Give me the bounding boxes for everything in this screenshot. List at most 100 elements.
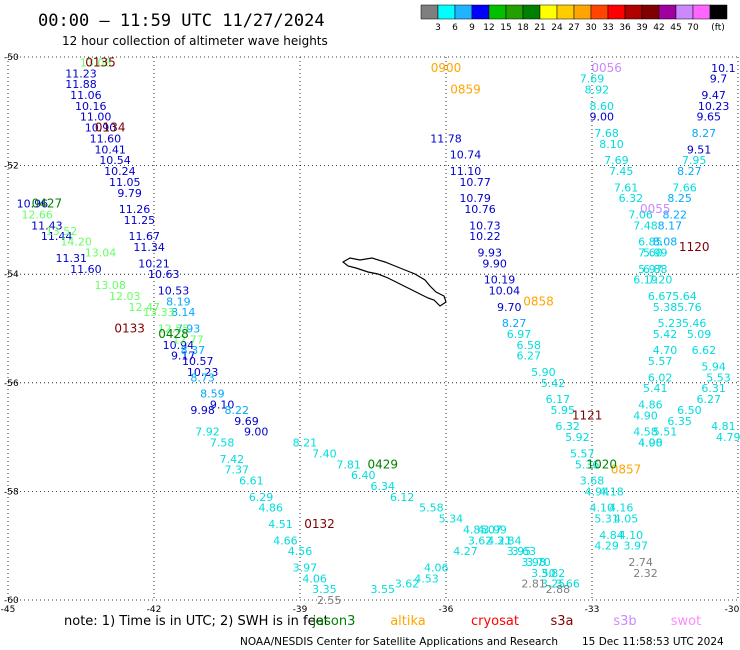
pass-time-label: 0858 (523, 294, 554, 308)
swh-observation: 3.95 (507, 545, 532, 558)
satellite-legend-item: cryosat (471, 614, 519, 629)
swh-observation: 10.96 (17, 198, 49, 211)
swh-observation: 3.97 (293, 561, 318, 574)
color-scale-swatch (505, 4, 524, 20)
swh-observation: 7.42 (220, 453, 245, 466)
color-scale-swatch (454, 4, 473, 20)
y-tick-label: -56 (4, 379, 19, 389)
y-tick-label: -60 (4, 596, 19, 606)
swh-observation: 4.70 (653, 344, 678, 357)
swh-observation: 5.99 (643, 246, 668, 259)
swh-observation: 3.50 (531, 567, 556, 580)
swh-observation: 4.84 (599, 529, 624, 542)
swh-observation: 3.55 (370, 583, 395, 596)
swh-observation: 8.21 (293, 437, 318, 450)
pass-time-label: 0427 (32, 197, 63, 211)
swh-observation: 5.51 (653, 426, 678, 439)
swh-observation: 5.64 (672, 290, 697, 303)
swh-observation: 11.88 (65, 78, 97, 91)
swh-observation: 11.10 (450, 165, 482, 178)
color-scale-swatch (607, 4, 626, 20)
swh-observation: 12.77 (172, 333, 204, 346)
swh-observation: 5.36 (575, 458, 600, 471)
x-tick-label: -39 (293, 605, 308, 615)
pass-time-label: 0134 (95, 121, 126, 135)
x-tick-label: -30 (725, 605, 740, 615)
swh-observation: 3.70 (526, 556, 551, 569)
swh-observation: 6.61 (239, 475, 264, 488)
swh-observation: 4.86 (638, 399, 663, 412)
swh-observation: 4.94 (585, 485, 610, 498)
swh-observation: 9.00 (244, 426, 269, 439)
swh-observation: 4.98 (638, 437, 663, 450)
map-title: 00:00 – 11:59 UTC 11/27/2024 (38, 11, 325, 31)
pass-time-label: 1020 (586, 457, 617, 471)
swh-observation: 8.59 (200, 388, 225, 401)
swh-observation: 5.42 (653, 328, 678, 341)
swh-observation: 10.41 (94, 143, 126, 156)
satellite-legend-item: jason3 (312, 614, 356, 629)
swh-observation: 3.62 (395, 578, 420, 591)
color-scale-unit: (ft) (711, 23, 725, 33)
swh-observation: 10.57 (182, 355, 214, 368)
swh-observation: 6.88 (643, 263, 668, 276)
swh-observation: 10.94 (163, 339, 195, 352)
swh-observation: 10.22 (469, 230, 501, 243)
swh-observation: 6.31 (701, 382, 726, 395)
swh-observation: 6.85 (638, 236, 663, 249)
swh-observation: 4.53 (414, 572, 439, 585)
swh-observation: 3.97 (624, 540, 649, 553)
swh-observation: 9.51 (687, 143, 712, 156)
color-scale-swatch (658, 4, 677, 20)
swh-observation: 8.25 (667, 192, 692, 205)
swh-observation: 6.50 (677, 404, 702, 417)
swh-observation: 8.37 (181, 344, 206, 357)
swh-observation: 5.76 (677, 301, 702, 314)
swh-observation: 8.27 (692, 127, 717, 140)
swh-observation: 4.10 (589, 502, 614, 515)
swh-observation: 8.27 (677, 165, 702, 178)
color-scale-swatch (488, 4, 507, 20)
y-tick-label: -50 (4, 53, 19, 63)
color-scale-label: 30 (585, 23, 597, 33)
y-tick-label: -54 (4, 270, 19, 280)
swh-observation: 13.33 (143, 306, 175, 319)
swh-observation: 4.51 (268, 518, 293, 531)
swh-observation: 10.16 (75, 100, 107, 113)
swh-observation: 9.7 (710, 73, 728, 86)
swh-observation: 11.06 (70, 89, 102, 102)
swh-observation: 4.27 (453, 545, 478, 558)
swh-observation: 4.21 (487, 534, 512, 547)
x-tick-label: -42 (147, 605, 162, 615)
swh-observation: 5.90 (531, 366, 556, 379)
color-scale-swatch (590, 4, 609, 20)
pass-time-label: 0428 (158, 327, 189, 341)
swh-observation: 10.74 (450, 149, 482, 162)
swh-observation: 4.81 (711, 420, 736, 433)
swh-observation: 7.60 (638, 246, 663, 259)
credit-line: NOAA/NESDIS Center for Satellite Applica… (240, 636, 558, 648)
pass-time-label: 1121 (572, 408, 603, 422)
swh-observation: 13.04 (85, 246, 117, 259)
pass-time-label: 0857 (611, 463, 642, 477)
swh-observation: 5.38 (653, 301, 678, 314)
swh-observation: 4.79 (716, 431, 740, 444)
swh-observation: 9.98 (190, 404, 215, 417)
swh-observation: 3.25 (541, 578, 566, 591)
swh-observation: 5.58 (419, 502, 444, 515)
swh-observation: 4.10 (619, 529, 644, 542)
swh-observation: 12.66 (21, 208, 53, 221)
swh-observation: 9.10 (210, 399, 235, 412)
swh-observation: 4.90 (633, 409, 658, 422)
pass-time-labels: 0135 0134 0133 0132 0427 0428 0429 0900 0859 0858… (32, 55, 710, 531)
swh-observation: 7.48 (633, 219, 658, 232)
color-scale-swatch (641, 4, 660, 20)
color-scale-label: 70 (687, 23, 699, 33)
swh-observation: 10.21 (138, 257, 170, 270)
map-subtitle: 12 hour collection of altimeter wave hei… (62, 34, 328, 48)
swh-observation: 6.34 (370, 480, 395, 493)
swh-observation: 3.82 (541, 567, 566, 580)
swh-observation: 4.56 (288, 545, 313, 558)
swh-observation: 8.19 (166, 295, 191, 308)
